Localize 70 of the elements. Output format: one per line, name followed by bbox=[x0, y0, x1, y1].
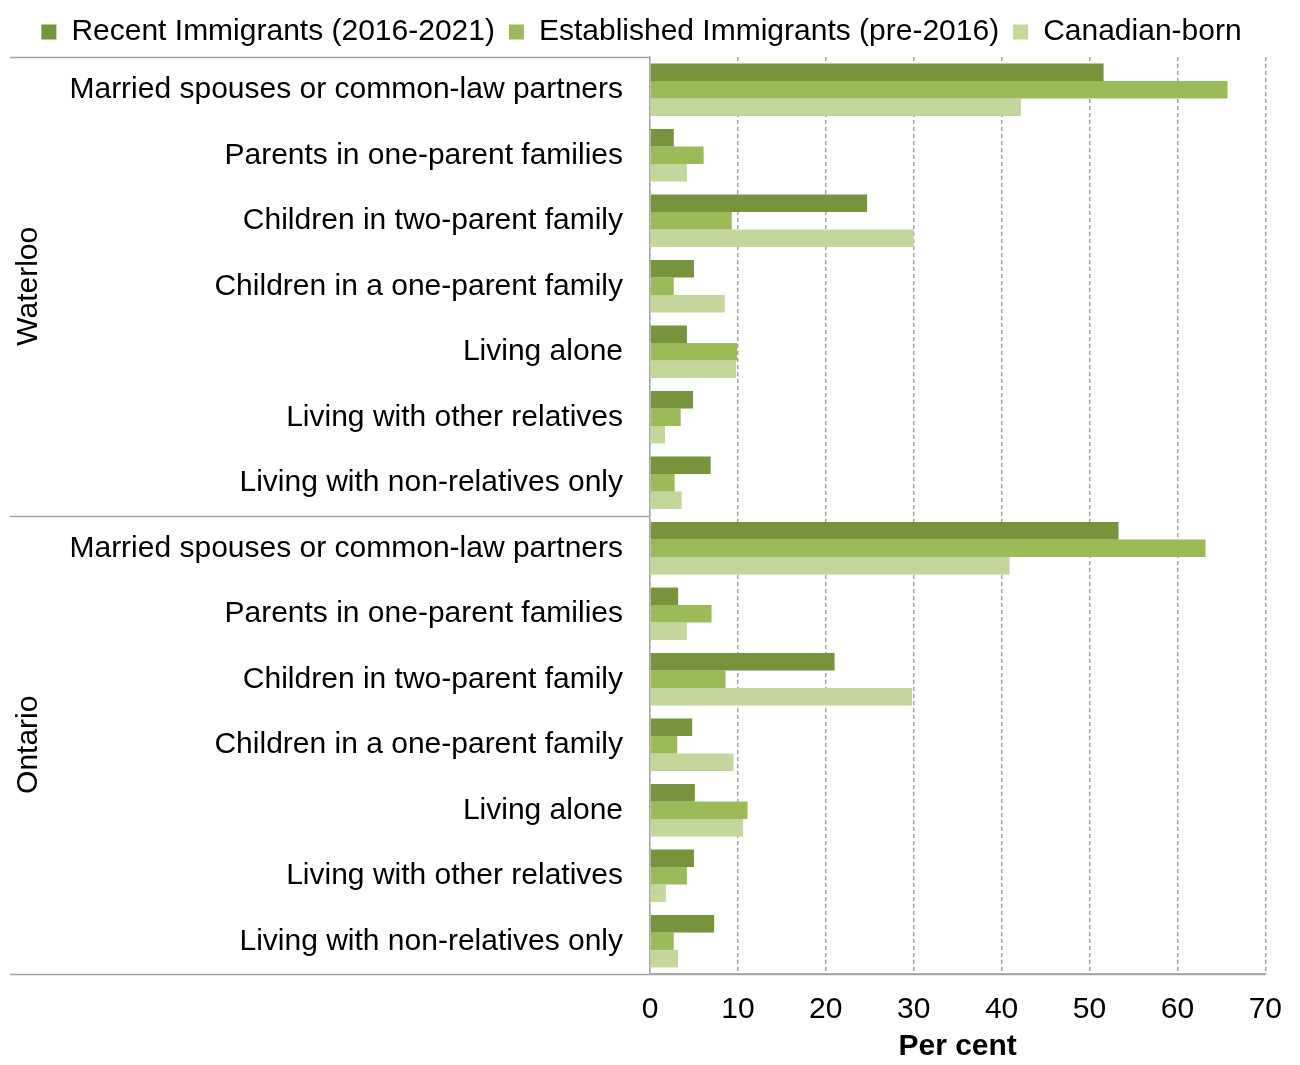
y-tick-label: Living alone bbox=[462, 333, 623, 367]
bar bbox=[650, 212, 732, 230]
y-tick-label: Children in two-parent family bbox=[242, 202, 623, 236]
bar bbox=[650, 753, 734, 771]
bar bbox=[650, 277, 674, 295]
bar bbox=[650, 229, 914, 247]
y-tick-label: Parents in one-parent families bbox=[224, 595, 623, 629]
bar bbox=[650, 818, 744, 837]
bar bbox=[650, 736, 678, 754]
x-tick-label: 70 bbox=[1248, 991, 1282, 1025]
bar bbox=[650, 539, 1206, 557]
bar bbox=[650, 294, 725, 313]
y-tick-label: Married spouses or common-law partners bbox=[69, 71, 623, 105]
bar bbox=[650, 718, 693, 737]
bar bbox=[650, 915, 715, 933]
y-tick-label: Married spouses or common-law partners bbox=[69, 529, 623, 563]
x-tick-label: 40 bbox=[984, 991, 1019, 1025]
y-tick-label: Living alone bbox=[462, 791, 623, 825]
bar bbox=[650, 391, 694, 409]
y-tick-label: Parents in one-parent families bbox=[224, 136, 623, 170]
bar bbox=[650, 932, 674, 950]
legend-label: Canadian-born bbox=[1043, 13, 1242, 47]
bar bbox=[650, 474, 675, 492]
bar bbox=[650, 605, 712, 623]
bar bbox=[650, 98, 1021, 116]
bar bbox=[650, 425, 665, 444]
bar bbox=[650, 884, 666, 902]
legend-label: Established Immigrants (pre-2016) bbox=[538, 13, 1000, 47]
x-tick-label: 10 bbox=[721, 991, 755, 1025]
x-tick-label: 60 bbox=[1160, 991, 1195, 1025]
bar bbox=[650, 63, 1104, 82]
bar bbox=[650, 146, 704, 164]
bar bbox=[650, 670, 726, 688]
bar bbox=[650, 849, 694, 868]
y-tick-label: Children in a one-parent family bbox=[214, 726, 623, 760]
bar bbox=[650, 522, 1119, 540]
bar bbox=[650, 343, 738, 361]
bar bbox=[650, 408, 681, 426]
x-axis-title: Per cent bbox=[898, 1028, 1017, 1062]
bar bbox=[650, 687, 912, 706]
bar bbox=[650, 949, 679, 968]
bar bbox=[650, 622, 687, 640]
bar bbox=[650, 867, 687, 885]
bar bbox=[650, 194, 868, 213]
bar bbox=[650, 129, 674, 147]
bar bbox=[650, 81, 1228, 99]
bar bbox=[650, 491, 682, 509]
bar bbox=[650, 163, 687, 182]
y-tick-label: Living with other relatives bbox=[286, 398, 623, 432]
x-tick-label: 30 bbox=[897, 991, 931, 1025]
legend-label: Recent Immigrants (2016-2021) bbox=[71, 13, 495, 47]
x-tick-label: 50 bbox=[1072, 991, 1107, 1025]
text: Waterloo bbox=[10, 226, 44, 346]
bar bbox=[650, 784, 695, 802]
bar bbox=[650, 360, 737, 378]
y-tick-label: Living with non-relatives only bbox=[239, 464, 623, 498]
bar bbox=[650, 325, 687, 344]
x-tick-label: 0 bbox=[641, 991, 659, 1025]
bar bbox=[650, 587, 679, 606]
x-tick-label: 20 bbox=[809, 991, 843, 1025]
bar bbox=[650, 456, 711, 475]
bar bbox=[650, 556, 1010, 575]
text: Ontario bbox=[10, 695, 44, 794]
y-tick-label: Children in two-parent family bbox=[242, 660, 623, 694]
y-tick-label: Children in a one-parent family bbox=[214, 267, 623, 301]
y-tick-label: Living with non-relatives only bbox=[239, 922, 623, 956]
y-tick-label: Living with other relatives bbox=[286, 857, 623, 891]
bar bbox=[650, 801, 748, 819]
bar bbox=[650, 260, 694, 278]
bar bbox=[650, 653, 835, 671]
